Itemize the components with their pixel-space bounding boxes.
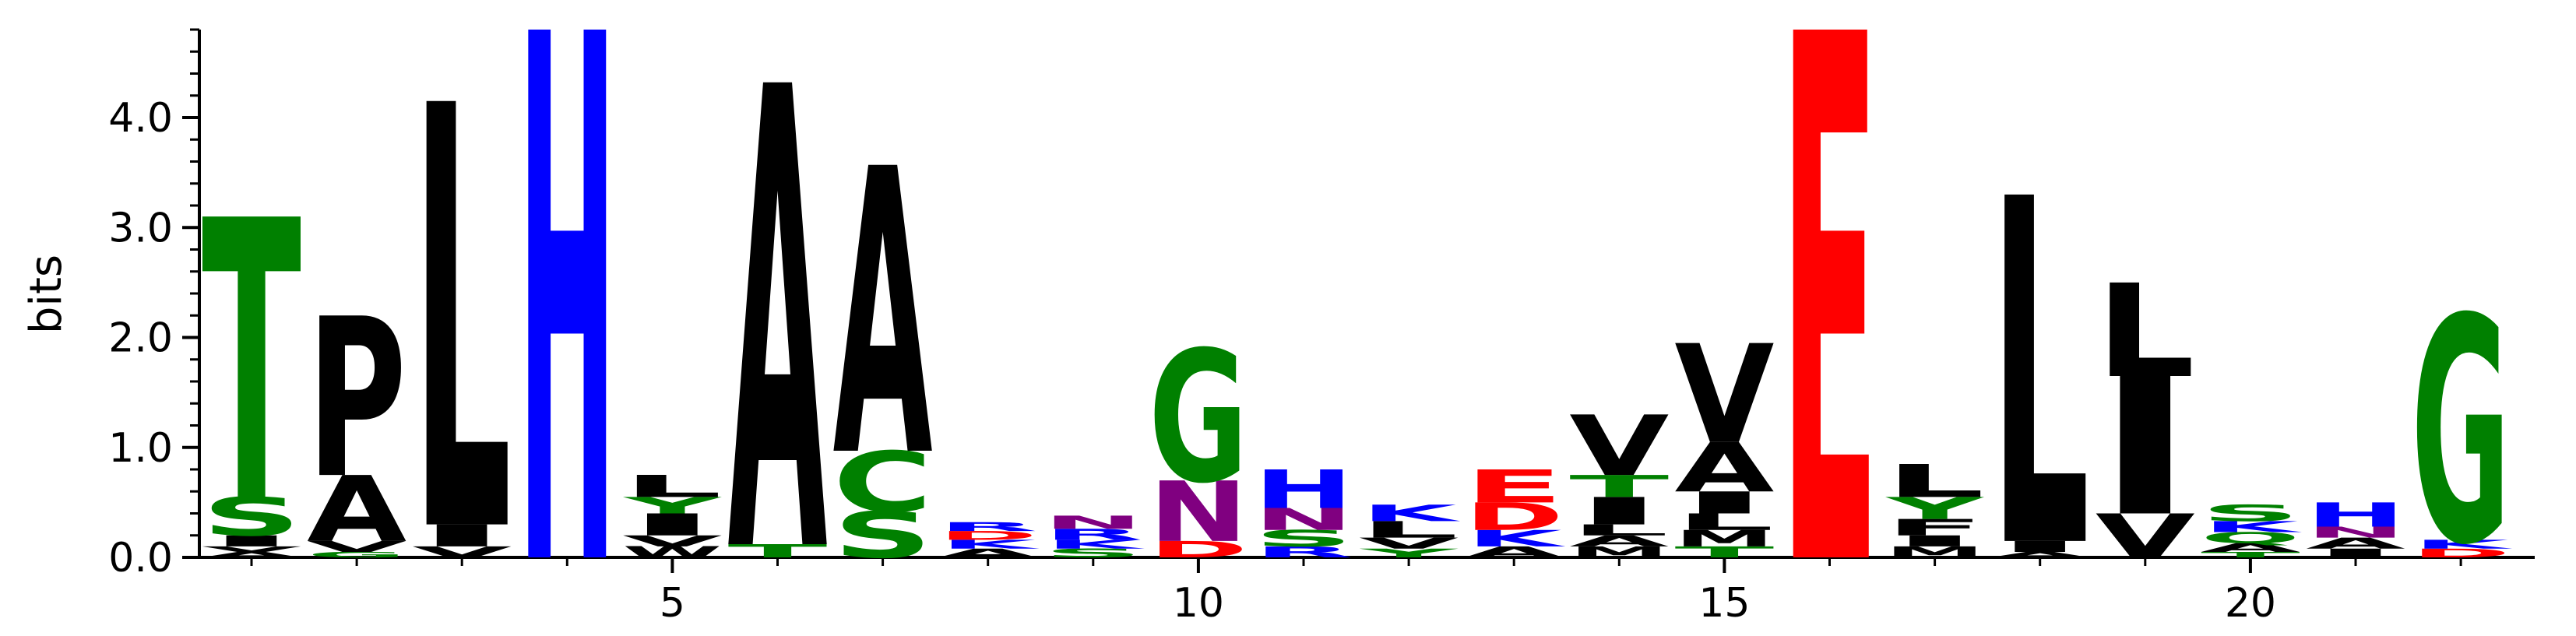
y-tick-label: 0.0 <box>108 535 173 582</box>
logo-letter-Y: Y <box>1884 491 1984 526</box>
logo-letter-Y: Y <box>622 492 722 518</box>
logo-letter-R: R <box>1043 525 1143 543</box>
logo-letter-L: L <box>1569 522 1669 539</box>
y-tick-label: 3.0 <box>108 205 173 251</box>
logo-letter-K: K <box>940 537 1040 551</box>
logo-letter-S: S <box>1254 525 1353 552</box>
logo-letter-A: A <box>833 88 934 544</box>
x-tick-label: 5 <box>660 580 685 627</box>
logo-letter-A: A <box>2306 535 2405 553</box>
logo-letter-D: D <box>938 529 1038 543</box>
logo-letter-S: S <box>2201 501 2300 527</box>
logo-letter-L: L <box>2096 258 2195 406</box>
logo-letter-M: M <box>1674 525 1774 552</box>
logo-letter-H: H <box>517 0 617 636</box>
logo-letter-G: G <box>307 550 406 559</box>
logo-letter-A: A <box>1569 532 1669 550</box>
logo-letter-N: N <box>2306 524 2405 542</box>
logo-letter-A: A <box>938 546 1038 560</box>
logo-letter-I: I <box>1674 486 1774 521</box>
logo-letter-V: V <box>202 545 301 553</box>
logo-letter-A: A <box>728 0 829 636</box>
logo-letter-T: T <box>1674 543 1774 561</box>
x-axis: 5 10 15 20 <box>199 556 2535 627</box>
logo-letter-F: F <box>1885 515 1985 541</box>
logo-letter-W: W <box>622 543 722 561</box>
logo-letter-C: C <box>833 435 933 532</box>
logo-letter-I: I <box>412 518 512 553</box>
logo-letter-A: A <box>1674 429 1774 508</box>
logo-letter-I: I <box>1569 490 1669 533</box>
logo-letter-N: N <box>1149 465 1248 561</box>
logo-letter-H: H <box>2306 496 2405 534</box>
logo-letter-D: D <box>1464 495 1564 539</box>
logo-letter-D: D <box>1149 536 1248 563</box>
logo-letter-H: H <box>1254 459 1353 520</box>
logo-letter-V: V <box>1674 317 1774 475</box>
logo-letter-V: V <box>307 538 406 556</box>
logo-letter-L: L <box>412 0 512 636</box>
y-tick-label: 1.0 <box>108 425 173 472</box>
logo-letter-M: M <box>1569 543 1669 561</box>
logo-letter-S: S <box>833 499 933 573</box>
logo-letter-S: S <box>202 487 301 548</box>
logo-letter-K: K <box>1046 537 1145 551</box>
logo-letter-T: T <box>202 141 302 589</box>
logo-letter-E: E <box>1780 0 1880 636</box>
logo-letter-D: D <box>2411 546 2511 560</box>
logo-letter-L: L <box>1885 455 1985 508</box>
logo-letter-R: R <box>938 520 1038 534</box>
logo-letter-I: I <box>1885 532 1985 550</box>
y-tick-label: 4.0 <box>108 95 173 142</box>
logo-letter-L: L <box>1674 509 1774 536</box>
logo-letter-V: V <box>622 532 722 550</box>
logo-letter-T: T <box>727 540 827 561</box>
logo-letter-L: L <box>622 469 722 504</box>
logo-letter-A: A <box>1990 550 2090 559</box>
y-axis-title: bits <box>21 255 72 334</box>
logo-letter-V: V <box>2096 502 2195 572</box>
logo-letter-G: G <box>2411 254 2511 613</box>
logo-letter-L: L <box>1990 100 2090 636</box>
x-tick-label: 20 <box>2225 580 2276 627</box>
x-tick-label: 15 <box>1698 580 1750 627</box>
logo-letter-R: R <box>1254 543 1353 561</box>
logo-letter-V: V <box>1359 535 1459 553</box>
logo-letter-M: M <box>1885 543 1985 561</box>
logo-letter-A: A <box>307 457 406 563</box>
logo-letter-I: I <box>202 532 301 550</box>
logo-letter-A: A <box>2201 541 2300 555</box>
logo-letter-V: V <box>412 543 512 561</box>
logo-letter-Y: Y <box>1358 546 1458 560</box>
logo-letter-S: S <box>1043 546 1143 560</box>
logo-letter-N: N <box>1254 502 1353 537</box>
logo-letter-K: K <box>1466 525 1566 552</box>
logo-letter-G: G <box>1149 312 1248 523</box>
logo-letter-A: A <box>202 550 301 559</box>
logo-letter-E: E <box>1464 460 1564 513</box>
logo-letter-K: K <box>2203 518 2303 536</box>
logo-letter-L: L <box>1359 517 1459 543</box>
logo-letter-N: N <box>1043 512 1143 533</box>
logo-letter-I: I <box>1990 538 2090 556</box>
x-tick-label: 10 <box>1173 580 1224 627</box>
logo-letter-P: P <box>307 273 406 528</box>
y-axis: 0.0 1.0 2.0 3.0 4.0 <box>108 28 201 582</box>
logo-letter-A: A <box>1464 543 1564 561</box>
logo-letter-T: T <box>2201 550 2300 559</box>
logo-letter-T: T <box>1569 469 1669 504</box>
logo-letter-I: I <box>622 508 722 543</box>
logo-letter-K: K <box>1361 501 1461 527</box>
logo-letter-K: K <box>2413 537 2513 551</box>
logo-letter-Q: Q <box>2201 529 2300 547</box>
y-tick-label: 2.0 <box>108 315 173 362</box>
logo-letter-I: I <box>2096 339 2195 559</box>
logo-letter-I: I <box>2306 546 2405 560</box>
logo-letter-V: V <box>1569 398 1669 494</box>
